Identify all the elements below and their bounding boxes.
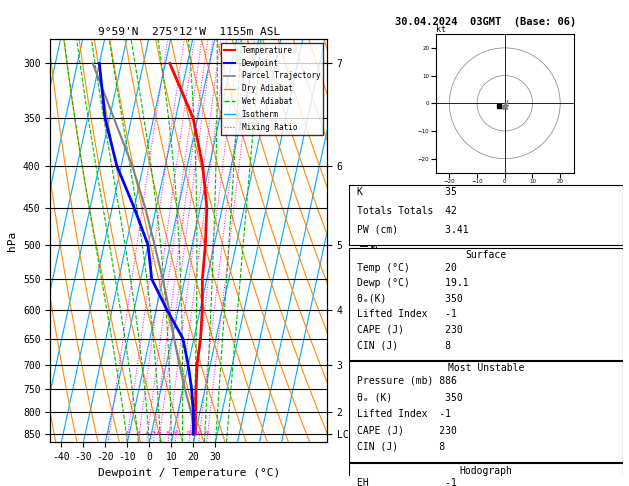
- Text: K              35: K 35: [357, 187, 457, 197]
- Y-axis label: hPa: hPa: [8, 230, 18, 251]
- Text: kt: kt: [435, 25, 445, 34]
- Text: θₑ(K)          350: θₑ(K) 350: [357, 294, 463, 304]
- Text: Hodograph: Hodograph: [459, 466, 513, 475]
- Text: 15: 15: [185, 431, 192, 436]
- Title: 9°59'N  275°12'W  1155m ASL: 9°59'N 275°12'W 1155m ASL: [97, 27, 280, 37]
- Text: 30.04.2024  03GMT  (Base: 06): 30.04.2024 03GMT (Base: 06): [395, 17, 577, 27]
- Text: 1: 1: [106, 431, 110, 436]
- Text: 25: 25: [203, 431, 211, 436]
- Text: CAPE (J)       230: CAPE (J) 230: [357, 325, 463, 335]
- Y-axis label: km
ASL: km ASL: [360, 232, 382, 249]
- Legend: Temperature, Dewpoint, Parcel Trajectory, Dry Adiabat, Wet Adiabat, Isotherm, Mi: Temperature, Dewpoint, Parcel Trajectory…: [221, 43, 323, 135]
- Text: Totals Totals  42: Totals Totals 42: [357, 206, 457, 216]
- Bar: [349, 185, 623, 245]
- Text: CAPE (J)      230: CAPE (J) 230: [357, 425, 457, 435]
- Text: 3: 3: [136, 431, 140, 436]
- Text: CIN (J)        8: CIN (J) 8: [357, 340, 451, 350]
- Bar: [349, 361, 623, 462]
- Text: Temp (°C)      20: Temp (°C) 20: [357, 262, 457, 273]
- Text: Most Unstable: Most Unstable: [448, 363, 524, 373]
- Text: 8: 8: [166, 431, 170, 436]
- Text: Pressure (mb) 886: Pressure (mb) 886: [357, 376, 457, 385]
- Text: θₑ (K)         350: θₑ (K) 350: [357, 392, 463, 402]
- Text: 4: 4: [145, 431, 148, 436]
- Text: EH             -1: EH -1: [357, 478, 457, 486]
- Text: Lifted Index  -1: Lifted Index -1: [357, 409, 451, 418]
- Text: 6: 6: [157, 431, 161, 436]
- X-axis label: Dewpoint / Temperature (°C): Dewpoint / Temperature (°C): [97, 468, 280, 478]
- Text: 2: 2: [125, 431, 128, 436]
- Text: Lifted Index   -1: Lifted Index -1: [357, 309, 457, 319]
- Text: 20: 20: [195, 431, 203, 436]
- Text: Dewp (°C)      19.1: Dewp (°C) 19.1: [357, 278, 469, 288]
- Bar: [349, 248, 623, 360]
- Text: Surface: Surface: [465, 250, 506, 260]
- Text: 10: 10: [171, 431, 179, 436]
- Text: CIN (J)       8: CIN (J) 8: [357, 442, 445, 451]
- Text: PW (cm)        3.41: PW (cm) 3.41: [357, 225, 469, 235]
- Bar: [349, 463, 623, 486]
- Text: 5: 5: [152, 431, 155, 436]
